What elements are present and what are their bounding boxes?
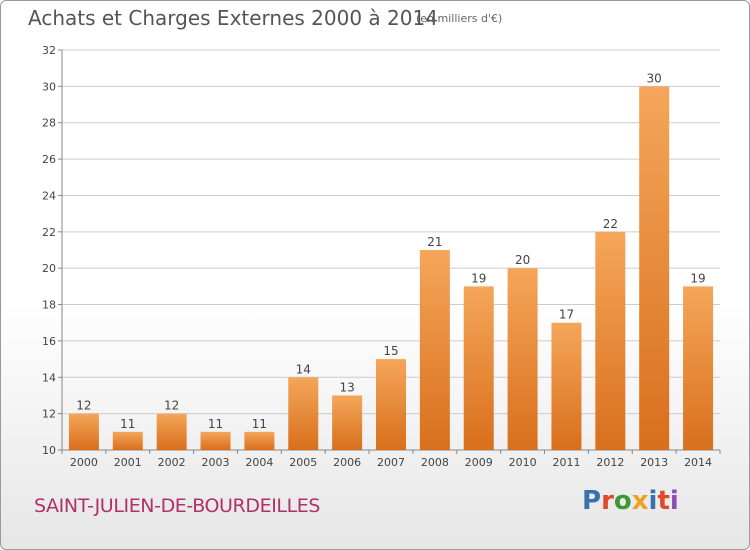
x-tick-label: 2007 (377, 456, 405, 469)
labels: 12 2000 11 2001 12 2002 11 2003 11 2004 14 2005 13 20… (70, 71, 712, 469)
x-tick-label: 2014 (684, 456, 712, 469)
y-tick-label: 14 (42, 371, 56, 384)
bar (332, 395, 363, 450)
x-tick-label: 2001 (114, 456, 142, 469)
bar (639, 86, 670, 450)
x-tick-label: 2013 (640, 456, 668, 469)
logo-letter: o (613, 486, 632, 516)
bars (68, 86, 714, 450)
bar (288, 377, 319, 450)
logo-letter: P (582, 486, 602, 516)
bar (507, 268, 538, 450)
y-tick-label: 20 (42, 262, 56, 275)
y-tick-label: 26 (42, 153, 56, 166)
logo-letter: t (657, 486, 670, 516)
y-tick-label: 18 (42, 299, 56, 312)
bar (112, 431, 143, 450)
bar-value-label: 19 (471, 271, 486, 285)
x-tick-label: 2004 (245, 456, 273, 469)
chart-title: Achats et Charges Externes 2000 à 2014 (28, 6, 438, 30)
x-tick-label: 2006 (333, 456, 361, 469)
bar (419, 250, 450, 450)
y-tick-label: 24 (42, 189, 56, 202)
x-tick-label: 2000 (70, 456, 98, 469)
bar-value-label: 12 (164, 399, 179, 413)
bar-value-label: 21 (427, 235, 442, 249)
x-tick-label: 2012 (596, 456, 624, 469)
x-tick-label: 2002 (158, 456, 186, 469)
y-tick-label: 30 (42, 80, 56, 93)
x-tick-label: 2011 (552, 456, 580, 469)
y-tick-label: 16 (42, 335, 56, 348)
y-tick-label: 10 (42, 444, 56, 457)
chart-subtitle: (en milliers d'€) (416, 12, 503, 25)
bar (463, 286, 494, 450)
bar (595, 231, 626, 450)
y-tick-label: 12 (42, 408, 56, 421)
bar-value-label: 11 (252, 417, 267, 431)
logo-letter: i (648, 486, 658, 516)
x-tick-label: 2009 (465, 456, 493, 469)
y-tick-label: 28 (42, 117, 56, 130)
bar (68, 413, 99, 450)
x-tick-label: 2010 (509, 456, 537, 469)
bar-value-label: 15 (383, 344, 398, 358)
y-tick-label: 32 (42, 44, 56, 57)
bar (376, 359, 406, 450)
x-tick-label: 2003 (202, 456, 230, 469)
axes: 10 12 14 16 18 20 22 24 26 28 30 32 (42, 44, 721, 457)
bar-value-label: 13 (339, 380, 354, 394)
bar (244, 431, 275, 450)
bar-value-label: 11 (208, 417, 223, 431)
bar-value-label: 17 (559, 308, 574, 322)
bar (551, 322, 582, 450)
commune-name: SAINT-JULIEN-DE-BOURDEILLES (34, 495, 321, 517)
bar-value-label: 22 (603, 217, 618, 231)
bar-value-label: 20 (515, 253, 530, 267)
bar (200, 431, 231, 450)
bar-value-label: 30 (647, 71, 662, 85)
bar-value-label: 14 (296, 362, 311, 376)
bar-value-label: 11 (120, 417, 135, 431)
logo-letter: r (601, 486, 614, 516)
logo-letter: x (631, 486, 649, 516)
proxiti-logo[interactable]: Proxiti (582, 486, 679, 516)
bar-value-label: 19 (690, 271, 705, 285)
bar (683, 286, 714, 450)
bar-value-label: 12 (76, 399, 91, 413)
x-tick-label: 2005 (289, 456, 317, 469)
logo-letter: i (669, 486, 679, 516)
y-tick-label: 22 (42, 226, 56, 239)
bar (156, 413, 187, 450)
x-tick-label: 2008 (421, 456, 449, 469)
